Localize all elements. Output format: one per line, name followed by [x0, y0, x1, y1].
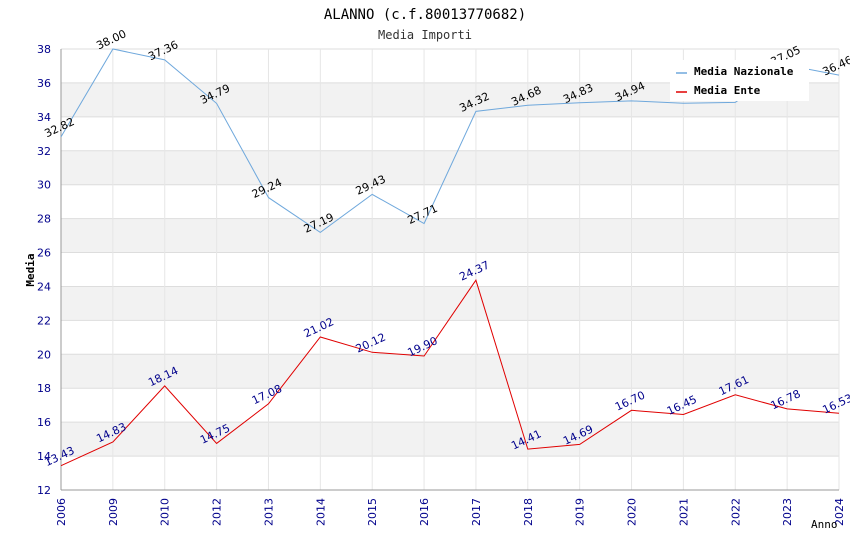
x-tick-label: 2017	[470, 498, 483, 526]
y-tick-label: 22	[37, 314, 51, 327]
x-tick-label: 2014	[314, 498, 327, 526]
chart-title: ALANNO (c.f.80013770682)	[324, 7, 526, 23]
y-tick-label: 20	[37, 348, 51, 361]
y-tick-label: 38	[37, 43, 51, 56]
x-tick-label: 2010	[159, 498, 172, 526]
x-tick-label: 2023	[781, 498, 794, 526]
y-tick-label: 26	[37, 247, 51, 260]
x-tick-label: 2021	[677, 498, 690, 526]
y-tick-label: 30	[37, 179, 51, 192]
legend-box	[670, 60, 809, 101]
y-tick-label: 14	[37, 450, 51, 463]
legend-label-media-nazionale: Media Nazionale	[694, 65, 794, 78]
y-tick-labels: 12 14 16 18 20 22 24 26 28 30 32 34 36 38	[37, 43, 51, 497]
chart-subtitle: Media Importi	[378, 28, 472, 42]
y-tick-label: 18	[37, 382, 51, 395]
x-tick-label: 2006	[55, 498, 68, 526]
x-tick-label: 2016	[418, 498, 431, 526]
grid-band	[61, 422, 839, 457]
x-tick-label: 2019	[574, 498, 587, 526]
y-tick-label: 36	[37, 77, 51, 90]
x-tick-label: 2024	[833, 498, 846, 526]
x-tick-label: 2013	[262, 498, 275, 526]
data-label: 16.70	[613, 389, 647, 414]
x-tick-labels: 2006 2009 2010 2012 2013 2014 2015 2016 2017 2018…	[55, 498, 846, 526]
legend: Media Nazionale Media Ente	[670, 60, 809, 101]
x-tick-label: 2020	[626, 498, 639, 526]
x-tick-label: 2015	[366, 498, 379, 526]
axes	[60, 49, 839, 491]
grid-band	[61, 354, 839, 389]
grid-band	[61, 286, 839, 321]
x-tick-label: 2018	[522, 498, 535, 526]
data-label: 24.37	[457, 258, 491, 283]
y-axis-label: Media	[24, 253, 37, 286]
grid-band	[61, 218, 839, 253]
y-tick-label: 24	[37, 280, 51, 293]
y-tick-label: 16	[37, 416, 51, 429]
x-tick-label: 2022	[729, 498, 742, 526]
y-tick-label: 12	[37, 484, 51, 497]
x-axis-label: Anno	[811, 518, 838, 531]
series-line-media-ente	[60, 279, 840, 467]
y-tick-label: 34	[37, 111, 51, 124]
y-tick-label: 28	[37, 213, 51, 226]
grid-lines	[60, 48, 840, 491]
data-label: 13.43	[42, 444, 76, 469]
series-lines	[60, 48, 840, 467]
x-tick-label: 2009	[107, 498, 120, 526]
y-tick-label: 32	[37, 145, 51, 158]
series-line-media-nazionale	[60, 48, 840, 234]
legend-label-media-ente: Media Ente	[694, 84, 761, 97]
x-tick-label: 2012	[211, 498, 224, 526]
